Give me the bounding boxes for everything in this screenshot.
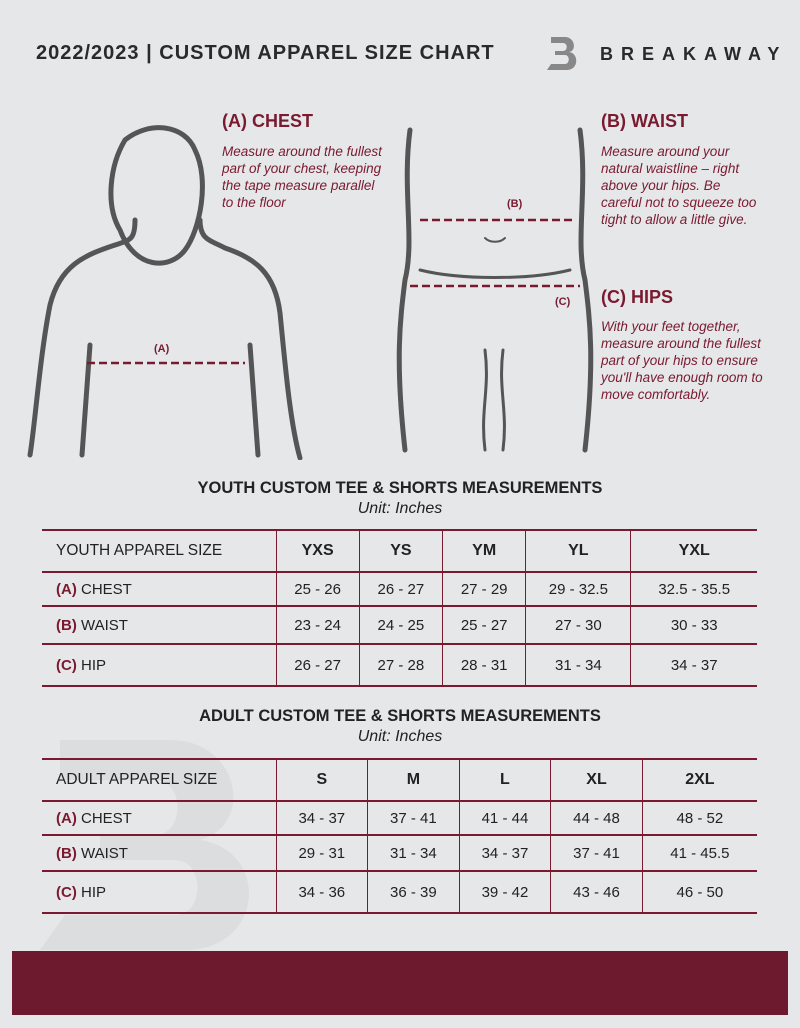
row-label: (A) CHEST <box>42 801 276 836</box>
footer-bar <box>12 951 788 1015</box>
youth-unit: Unit: Inches <box>357 500 443 517</box>
cell: 34 - 37 <box>275 801 368 836</box>
size-header: 2XL <box>641 758 757 802</box>
size-header: S <box>275 758 368 802</box>
size-header: YXL <box>630 529 757 573</box>
waist-heading: (B) WAIST <box>601 111 688 131</box>
hips-marker: (C) <box>555 296 571 308</box>
body-illustration <box>27 125 594 460</box>
cell: 29 - 31 <box>275 835 368 872</box>
cell: 27 - 29 <box>442 572 526 607</box>
cell: 44 - 48 <box>550 801 643 836</box>
header-label: ADULT APPAREL SIZE <box>42 758 276 802</box>
page-title: 2022/2023 | CUSTOM APPAREL SIZE CHART <box>36 42 495 64</box>
row-label: (B) WAIST <box>42 606 276 645</box>
size-header: YL <box>525 529 631 573</box>
cell: 34 - 36 <box>275 871 368 914</box>
cell: 24 - 25 <box>358 606 443 645</box>
cell: 28 - 31 <box>442 644 526 687</box>
cell: 26 - 27 <box>275 644 360 687</box>
youth-size-table: YOUTH APPAREL SIZE YXS YS YM YL YXL (A) … <box>42 529 757 687</box>
adult-size-table: ADULT APPAREL SIZE S M L XL 2XL (A) CHES… <box>42 758 757 914</box>
size-header: M <box>367 758 460 802</box>
table-row: (C) HIP 34 - 36 36 - 39 39 - 42 43 - 46 46 - … <box>42 871 757 914</box>
chest-marker: (A) <box>154 343 170 355</box>
cell: 34 - 37 <box>630 644 757 687</box>
waist-instructions: Measure around your natural waistline – … <box>601 144 757 227</box>
cell: 27 - 30 <box>525 606 631 645</box>
cell: 23 - 24 <box>275 606 360 645</box>
cell: 41 - 45.5 <box>641 835 757 872</box>
brand-name: BREAKAWAY <box>600 44 788 64</box>
cell: 39 - 42 <box>458 871 551 914</box>
chest-instructions: Measure around the fullest part of your … <box>222 144 382 210</box>
hips-instructions: With your feet together, measure around … <box>601 319 763 402</box>
size-header: YXS <box>275 529 360 573</box>
size-header: L <box>458 758 551 802</box>
adult-unit: Unit: Inches <box>357 728 443 745</box>
cell: 31 - 34 <box>525 644 631 687</box>
cell: 36 - 39 <box>367 871 460 914</box>
cell: 32.5 - 35.5 <box>630 572 757 607</box>
header-label: YOUTH APPAREL SIZE <box>42 529 276 573</box>
row-label: (B) WAIST <box>42 835 276 872</box>
cell: 43 - 46 <box>550 871 643 914</box>
breakaway-logo-icon <box>547 37 577 70</box>
cell: 37 - 41 <box>367 801 460 836</box>
chest-heading: (A) CHEST <box>222 111 313 131</box>
cell: 30 - 33 <box>630 606 757 645</box>
size-header: YS <box>358 529 443 573</box>
cell: 25 - 27 <box>442 606 526 645</box>
youth-table-title: YOUTH CUSTOM TEE & SHORTS MEASUREMENTS <box>197 479 603 497</box>
cell: 31 - 34 <box>367 835 460 872</box>
adult-table-title: ADULT CUSTOM TEE & SHORTS MEASUREMENTS <box>199 707 601 725</box>
head-outline <box>108 125 205 266</box>
cell: 27 - 28 <box>358 644 443 687</box>
cell: 34 - 37 <box>458 835 551 872</box>
size-header: XL <box>550 758 643 802</box>
cell: 48 - 52 <box>641 801 757 836</box>
cell: 41 - 44 <box>458 801 551 836</box>
torso-outline <box>27 217 303 460</box>
size-header: YM <box>442 529 526 573</box>
row-label: (C) HIP <box>42 644 276 687</box>
cell: 25 - 26 <box>275 572 360 607</box>
row-label: (A) CHEST <box>42 572 276 607</box>
table-row: (B) WAIST 23 - 24 24 - 25 25 - 27 27 - 30 30 … <box>42 606 757 645</box>
table-header-row: ADULT APPAREL SIZE S M L XL 2XL <box>42 758 757 802</box>
waist-marker: (B) <box>507 198 523 210</box>
row-label: (C) HIP <box>42 871 276 914</box>
table-header-row: YOUTH APPAREL SIZE YXS YS YM YL YXL <box>42 529 757 573</box>
table-row: (C) HIP 26 - 27 27 - 28 28 - 31 31 - 34 34 - … <box>42 644 757 687</box>
table-row: (A) CHEST 25 - 26 26 - 27 27 - 29 29 - 32.5 3… <box>42 572 757 607</box>
table-row: (A) CHEST 34 - 37 37 - 41 41 - 44 44 - 48 48 … <box>42 801 757 836</box>
cell: 46 - 50 <box>641 871 757 914</box>
waist-hips-outline <box>396 127 594 453</box>
cell: 29 - 32.5 <box>525 572 631 607</box>
table-row: (B) WAIST 29 - 31 31 - 34 34 - 37 37 - 41 41 … <box>42 835 757 872</box>
cell: 26 - 27 <box>358 572 443 607</box>
cell: 37 - 41 <box>550 835 643 872</box>
hips-heading: (C) HIPS <box>601 287 673 307</box>
